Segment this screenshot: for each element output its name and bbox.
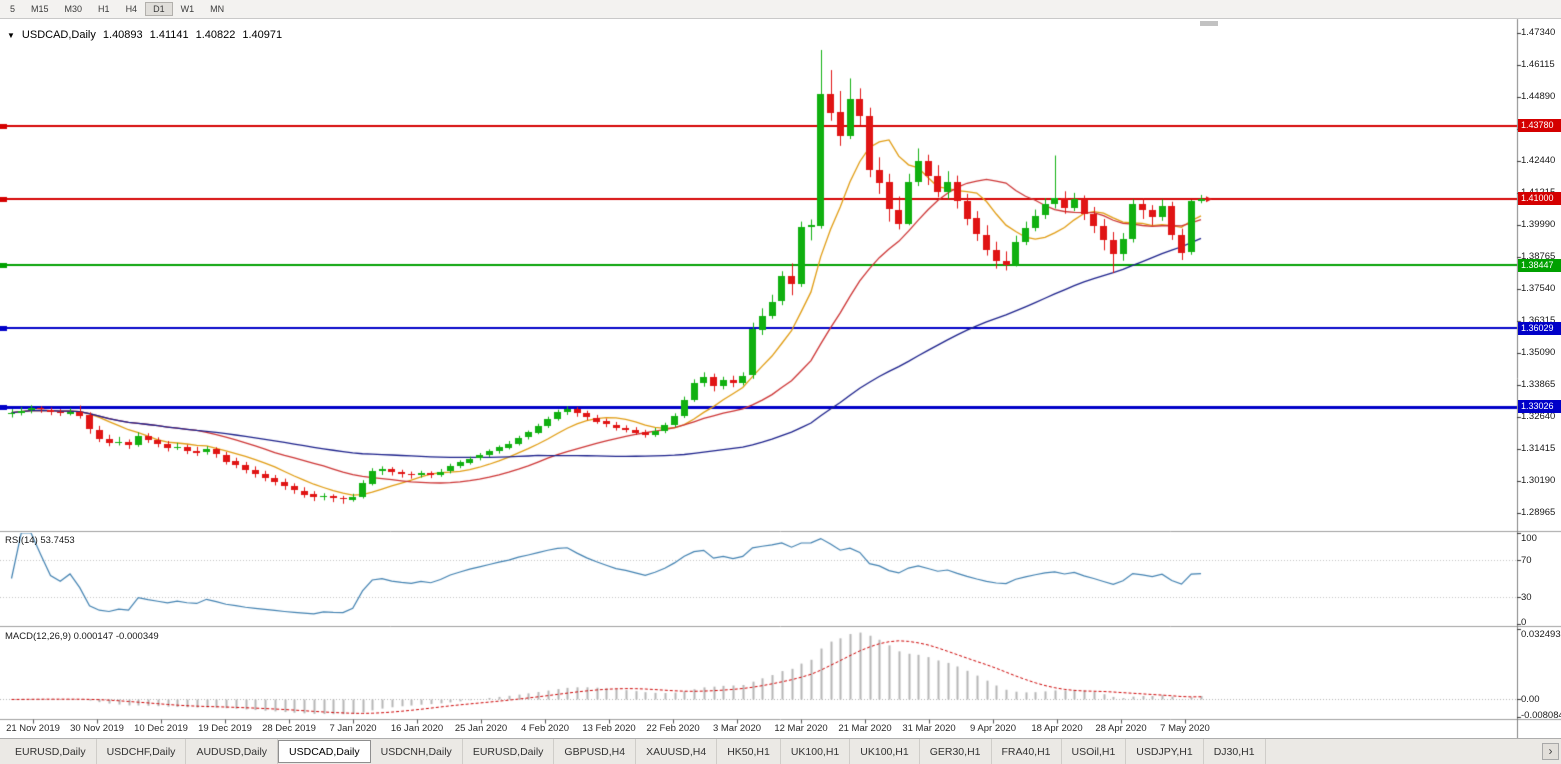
price-axis-label: 1.39990 bbox=[1521, 218, 1556, 230]
date-axis-label: 28 Apr 2020 bbox=[1095, 723, 1147, 734]
timeframe-button-5[interactable]: 5 bbox=[10, 4, 16, 14]
tab-USDCHF-Daily[interactable]: USDCHF,Daily bbox=[97, 739, 187, 764]
symbol-tabbar: EURUSD,Daily USDCHF,Daily AUDUSD,Daily USDC… bbox=[0, 738, 1561, 764]
date-axis-label: 12 Mar 2020 bbox=[774, 723, 828, 734]
date-axis-label: 9 Apr 2020 bbox=[970, 723, 1016, 734]
tab-GER30-H1[interactable]: GER30,H1 bbox=[920, 739, 992, 764]
date-axis-label: 28 Dec 2019 bbox=[262, 723, 316, 734]
date-axis-label: 19 Dec 2019 bbox=[198, 723, 252, 734]
tab-USDJPY-H1[interactable]: USDJPY,H1 bbox=[1126, 739, 1204, 764]
tab-USOil-H1[interactable]: USOil,H1 bbox=[1062, 739, 1127, 764]
date-axis-label: 10 Dec 2019 bbox=[134, 723, 188, 734]
date-axis-label: 18 Apr 2020 bbox=[1031, 723, 1083, 734]
tab-FRA40-H1[interactable]: FRA40,H1 bbox=[992, 739, 1062, 764]
price-axis-label: 1.30190 bbox=[1521, 474, 1556, 486]
price-axis-label: 1.28965 bbox=[1521, 506, 1556, 518]
price-axis-label: 1.46115 bbox=[1521, 58, 1555, 70]
date-axis-label: 30 Nov 2019 bbox=[70, 723, 124, 734]
date-axis-label: 21 Mar 2020 bbox=[838, 723, 892, 734]
rsi-axis-label: 70 bbox=[1521, 555, 1532, 567]
tab-EURUSD-Daily[interactable]: EURUSD,Daily bbox=[463, 739, 555, 764]
macd-axis-label: 0.00 bbox=[1521, 694, 1540, 706]
macd-indicator-label: MACD(12,26,9) 0.000147 -0.000349 bbox=[5, 631, 159, 642]
rsi-axis-label: 30 bbox=[1521, 591, 1532, 603]
hline-price-tag[interactable]: 1.43780 bbox=[1518, 119, 1561, 133]
ohlc-high-value: 1.41141 bbox=[149, 29, 189, 41]
price-axis-label: 1.37540 bbox=[1521, 282, 1556, 294]
price-axis-label: 1.44890 bbox=[1521, 90, 1556, 102]
price-axis-label: 1.42440 bbox=[1521, 154, 1556, 166]
rsi-indicator-label: RSI(14) 53.7453 bbox=[5, 535, 75, 546]
tab-DJ30-H1[interactable]: DJ30,H1 bbox=[1204, 739, 1266, 764]
price-axis-label: 1.38765 bbox=[1521, 250, 1556, 262]
tab-AUDUSD-Daily[interactable]: AUDUSD,Daily bbox=[186, 739, 279, 764]
date-axis-label: 16 Jan 2020 bbox=[390, 723, 444, 734]
date-axis-label: 21 Nov 2019 bbox=[6, 723, 60, 734]
tab-UK100-H1[interactable]: UK100,H1 bbox=[850, 739, 920, 764]
tab-UK100-H1[interactable]: UK100,H1 bbox=[781, 739, 851, 764]
timeframe-button-H1[interactable]: H1 bbox=[98, 4, 110, 14]
timeframe-button-D1[interactable]: D1 bbox=[145, 2, 173, 16]
tabbar-scroll-right-button[interactable]: › bbox=[1542, 743, 1559, 760]
price-axis-label: 1.47340 bbox=[1521, 26, 1556, 38]
hline-price-tag[interactable]: 1.41000 bbox=[1518, 192, 1561, 206]
price-axis-label: 1.35090 bbox=[1521, 346, 1556, 358]
timeframe-button-W1[interactable]: W1 bbox=[180, 4, 195, 14]
ohlc-close-value: 1.40971 bbox=[242, 29, 283, 41]
timeframe-button-MN[interactable]: MN bbox=[210, 4, 225, 14]
collapse-triangle-icon[interactable]: ▼ bbox=[7, 31, 15, 40]
hline-price-tag[interactable]: 1.33026 bbox=[1518, 400, 1561, 414]
hline-price-tag[interactable]: 1.36029 bbox=[1518, 321, 1561, 335]
chart-symbol-label: USDCAD,Daily bbox=[21, 29, 96, 41]
macd-axis-label: 0.0324935 bbox=[1521, 629, 1561, 640]
timeframe-button-M15[interactable]: M15 bbox=[31, 4, 49, 14]
tab-XAUUSD-H4[interactable]: XAUUSD,H4 bbox=[636, 739, 718, 764]
date-axis-label: 4 Feb 2020 bbox=[520, 723, 570, 734]
date-axis-label: 7 Jan 2020 bbox=[329, 723, 377, 734]
chart-ohlc-header: ▼ USDCAD,Daily 1.40893 1.41141 1.40822 1… bbox=[7, 29, 282, 41]
price-axis-label: 1.36315 bbox=[1521, 314, 1556, 326]
tab-HK50-H1[interactable]: HK50,H1 bbox=[717, 739, 781, 764]
timeframe-button-H4[interactable]: H4 bbox=[125, 4, 138, 14]
ohlc-low-value: 1.40822 bbox=[195, 29, 236, 41]
tab-EURUSD-Daily[interactable]: EURUSD,Daily bbox=[5, 739, 97, 764]
rsi-axis-label: 0 bbox=[1521, 617, 1527, 628]
hline-price-tag[interactable]: 1.38447 bbox=[1518, 258, 1561, 272]
price-axis-label: 1.33865 bbox=[1521, 378, 1556, 390]
date-axis-label: 7 May 2020 bbox=[1160, 723, 1210, 734]
chart-hscrollbar-thumb[interactable] bbox=[1200, 21, 1218, 26]
rsi-axis-label: 100 bbox=[1521, 533, 1537, 544]
tab-USDCNH-Daily[interactable]: USDCNH,Daily bbox=[371, 739, 463, 764]
price-axis-label: 1.32640 bbox=[1521, 410, 1556, 422]
price-axis-label: 1.31415 bbox=[1521, 442, 1556, 454]
date-axis-label: 22 Feb 2020 bbox=[646, 723, 700, 734]
tab-GBPUSD-H4[interactable]: GBPUSD,H4 bbox=[554, 739, 637, 764]
ohlc-open-value: 1.40893 bbox=[102, 29, 143, 41]
date-axis-label: 13 Feb 2020 bbox=[582, 723, 636, 734]
date-axis-label: 25 Jan 2020 bbox=[454, 723, 508, 734]
timeframe-button-M30[interactable]: M30 bbox=[64, 4, 83, 14]
timeframe-toolbar: 5 M15 M30 H1 H4 D1 W1 MN bbox=[0, 0, 1561, 19]
date-axis-label: 31 Mar 2020 bbox=[902, 723, 956, 734]
tab-USDCAD-Daily[interactable]: USDCAD,Daily bbox=[278, 740, 371, 763]
macd-axis-label: -0.0080845 bbox=[1521, 710, 1561, 721]
date-axis-label: 3 Mar 2020 bbox=[712, 723, 762, 734]
